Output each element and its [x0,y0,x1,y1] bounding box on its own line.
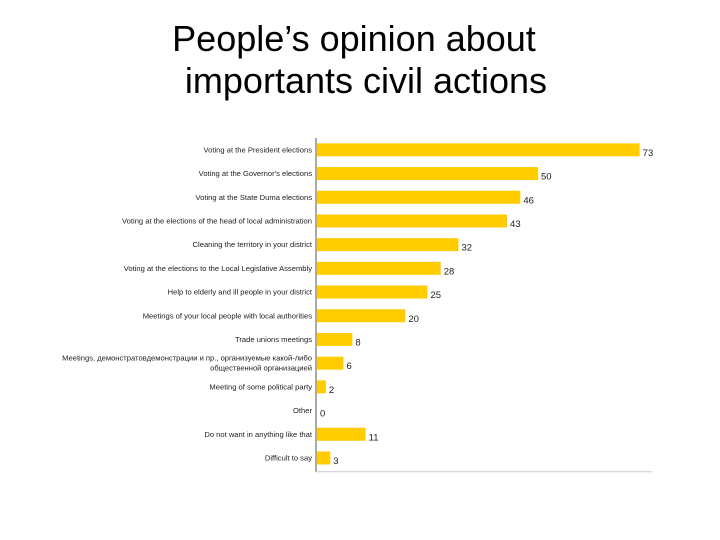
bar-9 [317,356,344,370]
category-label-0: Voting at the President elections [204,145,313,154]
bar-1 [317,167,538,181]
value-label-5: 28 [444,266,455,277]
chart-title: People’s opinion about importants civil … [0,18,720,102]
bar-13 [317,451,331,465]
category-label-5: Voting at the elections to the Local Leg… [124,264,312,273]
title-line-2: importants civil actions [184,60,548,101]
bar-4 [317,238,459,252]
category-label-8: Trade unions meetings [235,335,312,344]
category-label-2: Voting at the State Duma elections [195,193,312,202]
category-label-4: Cleaning the territory in your district [193,240,313,249]
category-label-12: Do not want in anything like that [204,430,313,439]
category-label-9-line-0: Meetings, демонстратовдемонстрации и пр.… [62,354,312,363]
bar-0 [317,143,640,157]
bar-8 [317,332,353,346]
value-label-7: 20 [408,314,419,325]
value-label-11: 0 [320,409,325,420]
value-label-8: 8 [355,337,360,348]
value-label-3: 43 [510,219,521,230]
value-label-0: 73 [643,148,654,159]
category-label-1: Voting at the Governor's elections [199,169,313,178]
category-label-7: Meetings of your local people with local… [143,311,312,320]
value-label-2: 46 [523,195,534,206]
bar-12 [317,427,366,441]
value-label-1: 50 [541,172,552,183]
bar-7 [317,309,406,323]
bar-2 [317,190,521,204]
value-label-4: 32 [461,243,472,254]
value-label-12: 11 [369,432,379,443]
value-label-6: 25 [431,290,442,301]
bar-5 [317,261,441,275]
bar-3 [317,214,508,228]
title-line-1: People’s opinion about [172,18,536,59]
category-label-3: Voting at the elections of the head of l… [122,216,312,225]
category-label-11: Other [293,406,312,415]
category-label-9-line-1: общественной организацией [210,364,312,373]
category-label-6: Help to elderly and ill people in your d… [168,288,313,297]
category-label-13: Difficult to say [265,453,312,462]
value-label-13: 3 [333,456,338,467]
category-label-10: Meeting of some political party [209,382,312,391]
value-label-9: 6 [347,361,352,372]
value-label-10: 2 [329,385,334,396]
bar-6 [317,285,428,299]
bar-10 [317,380,326,394]
